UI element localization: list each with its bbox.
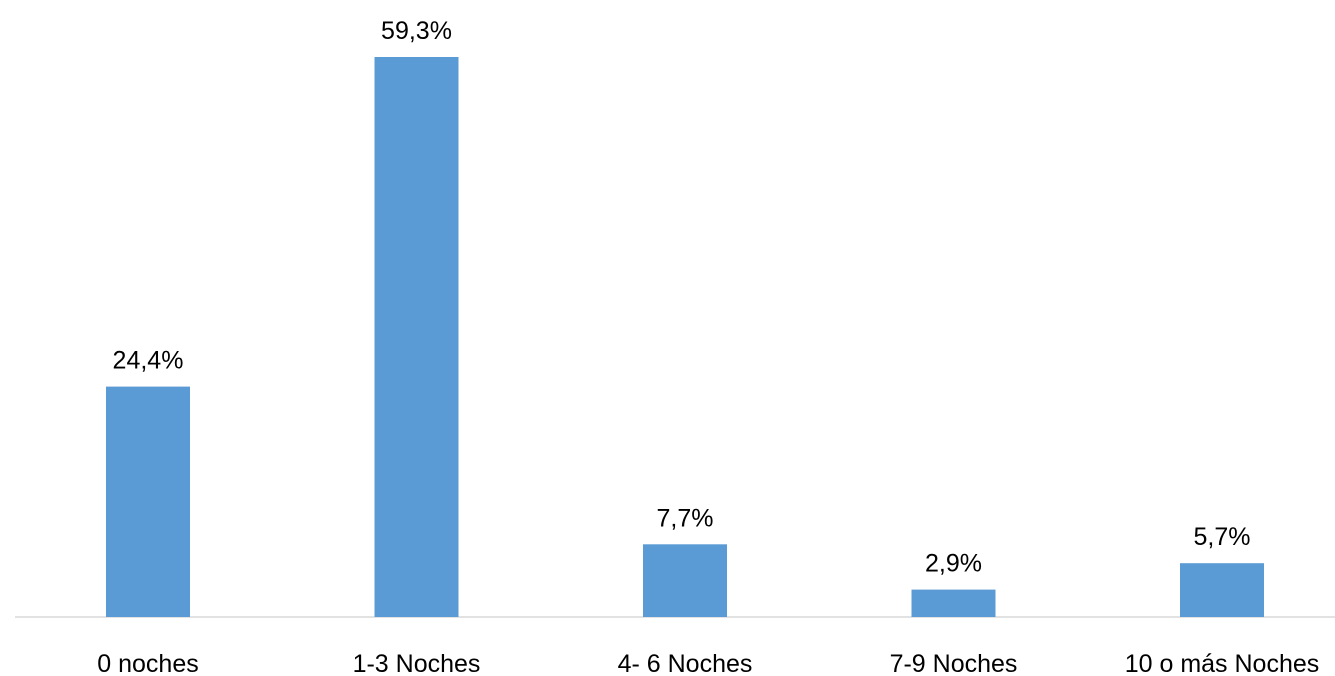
data-labels-layer: 24,4% 59,3% 7,7% 2,9% 5,7% xyxy=(113,17,1251,578)
category-labels-layer: 0 noches 1-3 Noches 4- 6 Noches 7-9 Noches 1… xyxy=(97,650,1319,676)
bars-layer xyxy=(106,57,1264,617)
bar-1 xyxy=(106,386,190,617)
data-label-1: 24,4% xyxy=(113,347,184,375)
bar-5 xyxy=(1180,563,1264,617)
bar-3 xyxy=(643,544,727,617)
data-label-5: 5,7% xyxy=(1194,523,1251,551)
category-label-2: 1-3 Noches xyxy=(353,650,481,676)
data-label-4: 2,9% xyxy=(925,550,982,578)
category-label-3: 4- 6 Noches xyxy=(618,650,753,676)
bar-4 xyxy=(911,589,996,617)
data-label-2: 59,3% xyxy=(381,17,452,45)
category-label-5: 10 o más Noches xyxy=(1125,650,1320,676)
bar-2 xyxy=(374,57,459,617)
category-label-1: 0 noches xyxy=(97,650,198,676)
data-label-3: 7,7% xyxy=(657,504,714,532)
category-label-4: 7-9 Noches xyxy=(890,650,1018,676)
